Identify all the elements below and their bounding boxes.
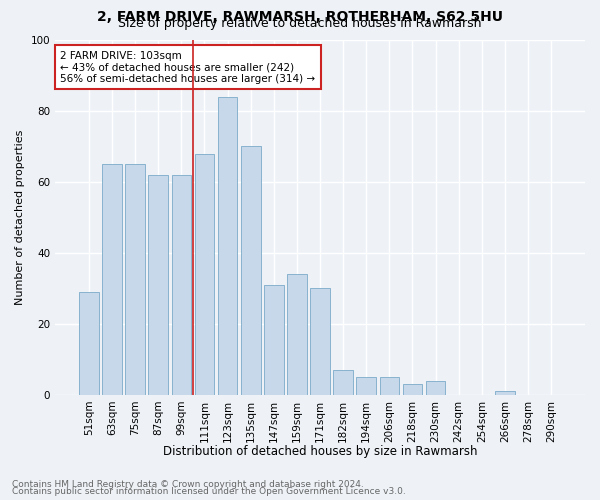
- Bar: [426, 380, 445, 394]
- Y-axis label: Number of detached properties: Number of detached properties: [15, 130, 25, 305]
- Bar: [172, 175, 191, 394]
- Bar: [102, 164, 122, 394]
- Bar: [287, 274, 307, 394]
- Bar: [403, 384, 422, 394]
- Text: 2 FARM DRIVE: 103sqm
← 43% of detached houses are smaller (242)
56% of semi-deta: 2 FARM DRIVE: 103sqm ← 43% of detached h…: [61, 50, 316, 84]
- Text: 2, FARM DRIVE, RAWMARSH, ROTHERHAM, S62 5HU: 2, FARM DRIVE, RAWMARSH, ROTHERHAM, S62 …: [97, 10, 503, 24]
- Bar: [334, 370, 353, 394]
- Bar: [241, 146, 260, 394]
- Bar: [125, 164, 145, 394]
- Bar: [79, 292, 99, 394]
- Bar: [380, 377, 399, 394]
- Bar: [495, 391, 515, 394]
- Bar: [194, 154, 214, 394]
- Text: Size of property relative to detached houses in Rawmarsh: Size of property relative to detached ho…: [118, 18, 482, 30]
- Bar: [218, 97, 238, 394]
- Bar: [264, 285, 284, 395]
- Text: Contains HM Land Registry data © Crown copyright and database right 2024.: Contains HM Land Registry data © Crown c…: [12, 480, 364, 489]
- Text: Contains public sector information licensed under the Open Government Licence v3: Contains public sector information licen…: [12, 487, 406, 496]
- Bar: [310, 288, 330, 395]
- X-axis label: Distribution of detached houses by size in Rawmarsh: Distribution of detached houses by size …: [163, 444, 477, 458]
- Bar: [356, 377, 376, 394]
- Bar: [148, 175, 168, 394]
